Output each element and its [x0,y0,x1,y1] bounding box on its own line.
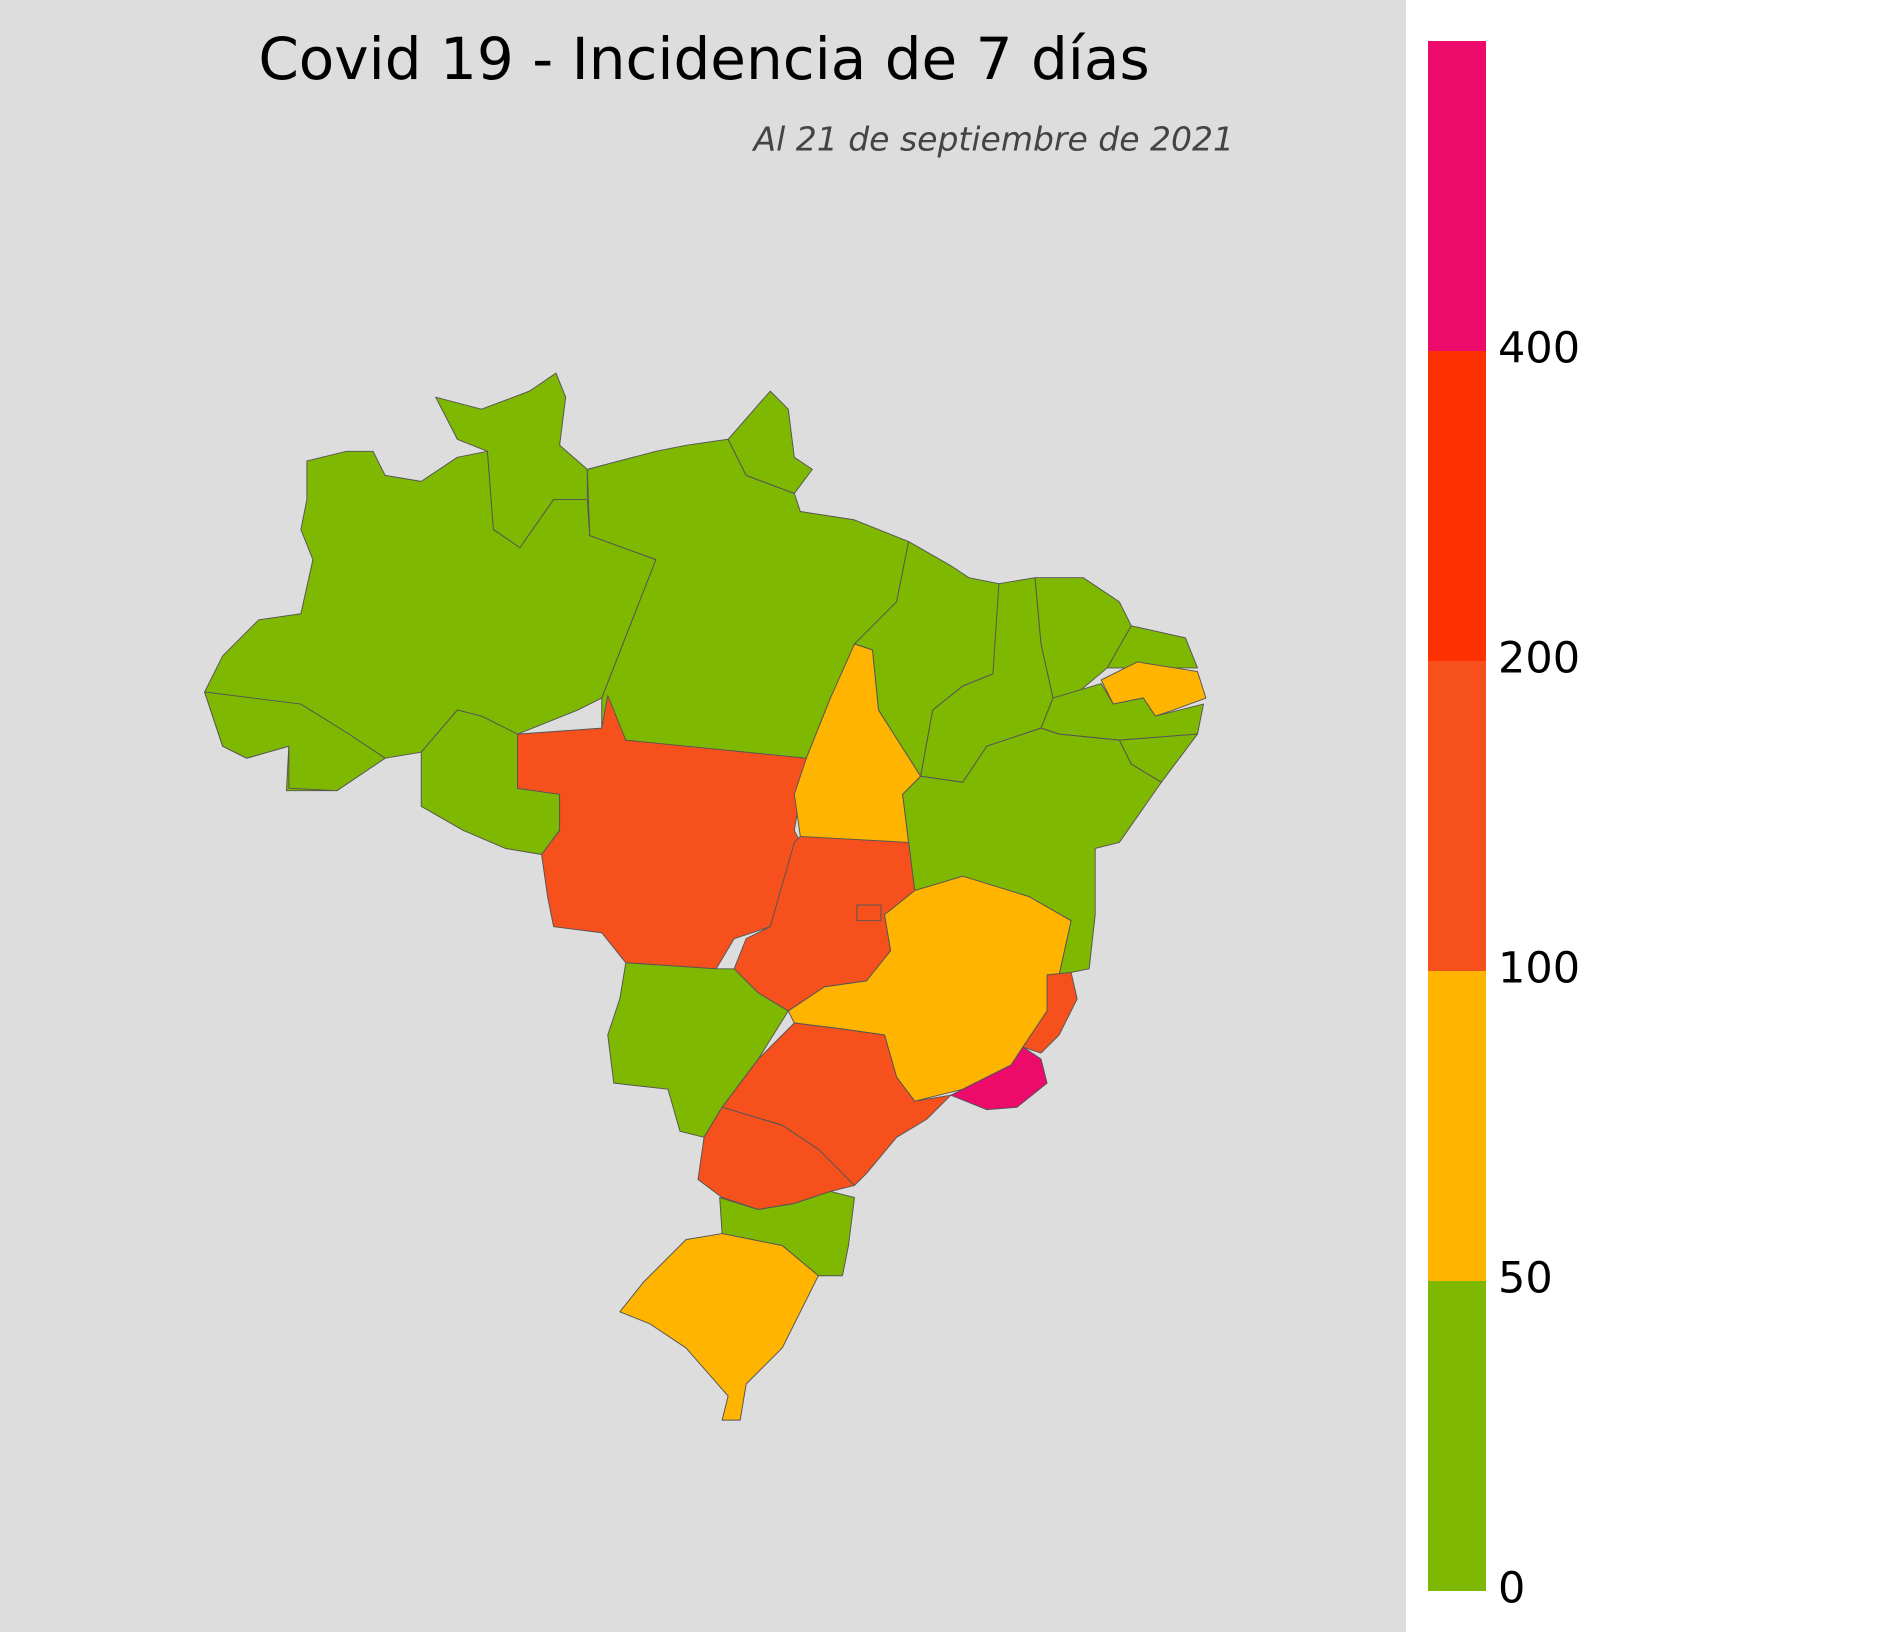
colorbar-tick-label: 400 [1498,324,1580,374]
region [1022,971,1078,1054]
colorbar-segment [1428,971,1486,1281]
colorbar-segment [1428,1281,1486,1591]
map [204,372,1207,1421]
colorbar-segment [1428,661,1486,971]
colorbar-tick-label: 100 [1498,944,1580,994]
region [950,1046,1048,1111]
colorbar: 0 50 100 200 400 [1428,41,1580,1614]
colorbar-tick-label: 200 [1498,634,1580,684]
colorbar-tick-label: 0 [1498,1564,1525,1614]
region [856,904,882,922]
region [204,691,386,792]
colorbar-tick-label: 50 [1498,1254,1553,1304]
region [435,372,588,549]
map-subtitle: Al 21 de septiembre de 2021 [752,120,1234,159]
map-title: Covid 19 - Incidencia de 7 días [258,25,1149,93]
region [727,390,813,494]
colorbar-segment [1428,41,1486,351]
colorbar-segment [1428,351,1486,661]
region [619,1233,819,1421]
